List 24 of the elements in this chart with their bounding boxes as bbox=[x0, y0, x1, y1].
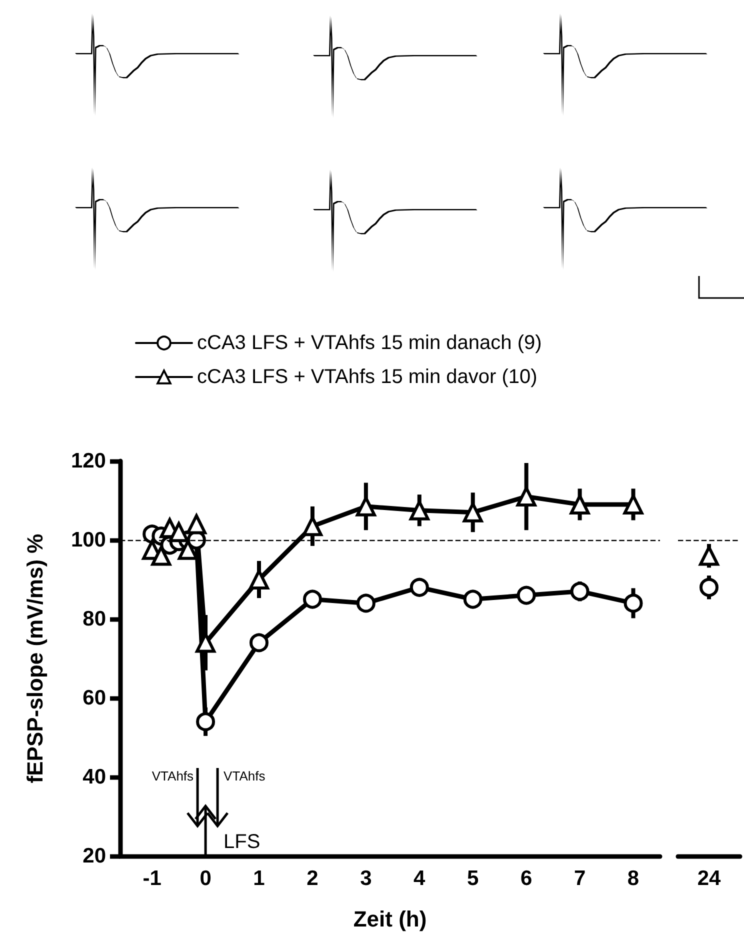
x-tick-label: 1 bbox=[253, 867, 266, 890]
x-tick-label: 24 bbox=[697, 867, 721, 890]
annotation: LFS bbox=[224, 831, 260, 853]
y-tick-label: 100 bbox=[70, 528, 106, 552]
y-axis-title: fEPSP-slope (mV/ms) % bbox=[22, 534, 48, 784]
y-tick-label: 60 bbox=[82, 686, 106, 710]
y-tick-label: 20 bbox=[82, 844, 106, 868]
x-tick-label: 6 bbox=[520, 867, 532, 890]
x-tick-label: 5 bbox=[467, 867, 480, 890]
legend-label: cCA3 LFS + VTAhfs 15 min davor (10) bbox=[197, 366, 538, 388]
x-tick-label: -1 bbox=[142, 867, 162, 890]
x-tick-label: 3 bbox=[360, 867, 372, 890]
annotation: VTAhfs bbox=[224, 768, 266, 784]
x-tick-label: 7 bbox=[574, 867, 586, 890]
annotation: VTAhfs bbox=[152, 768, 194, 784]
x-tick-label: 4 bbox=[414, 867, 426, 890]
y-tick-label: 80 bbox=[82, 608, 106, 630]
x-tick-label: 0 bbox=[200, 867, 212, 890]
x-tick-label: 2 bbox=[306, 867, 318, 890]
x-tick-label: 8 bbox=[627, 867, 640, 890]
y-tick-label: 40 bbox=[82, 766, 106, 788]
legend-label: cCA3 LFS + VTAhfs 15 min danach (9) bbox=[197, 332, 542, 354]
y-tick-label: 120 bbox=[70, 450, 106, 472]
x-axis-title: Zeit (h) bbox=[353, 906, 427, 932]
